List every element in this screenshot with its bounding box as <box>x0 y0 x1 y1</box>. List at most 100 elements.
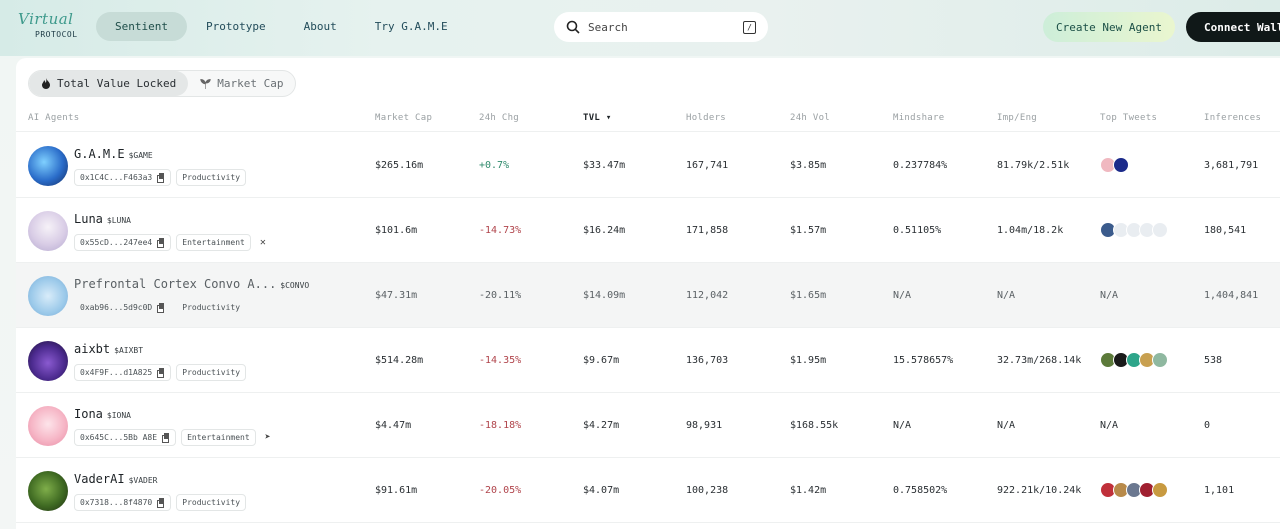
inferences-cell: 1,404,841 <box>1204 290 1259 301</box>
agent-meta: 0x645C...5Bb A8E Entertainment ➤ <box>74 429 275 446</box>
connect-wallet-button[interactable]: Connect Wallet <box>1186 12 1280 42</box>
holders-cell: 100,238 <box>686 485 729 496</box>
holders-cell: 112,042 <box>686 290 729 301</box>
top-tweets-avatars <box>1100 482 1168 498</box>
change-cell: -14.73% <box>479 225 522 236</box>
mindshare-cell: 15.578657% <box>893 355 954 366</box>
virtual-protocol-logo[interactable]: Virtual PROTOCOL <box>18 10 92 42</box>
main-nav: Sentient Prototype About Try G.A.M.E <box>96 12 467 41</box>
search-input[interactable] <box>588 20 743 34</box>
agent-avatar <box>28 146 68 186</box>
agent-avatar <box>28 211 68 251</box>
agent-avatar <box>28 341 68 381</box>
mindshare-cell: 0.237784% <box>893 160 948 171</box>
col-inferences[interactable]: Inferences <box>1204 113 1262 123</box>
contract-address[interactable]: 0x1C4C...F463a3 <box>74 169 172 186</box>
imp-eng-cell: 1.04m/18.2k <box>997 225 1064 236</box>
top-tweets-cell: N/A <box>1100 290 1119 301</box>
col-24h-chg[interactable]: 24h Chg <box>479 113 520 123</box>
holders-cell: 136,703 <box>686 355 729 366</box>
col-imp-eng[interactable]: Imp/Eng <box>997 113 1038 123</box>
col-mindshare[interactable]: Mindshare <box>893 113 945 123</box>
inferences-cell: 1,101 <box>1204 485 1235 496</box>
agent-name[interactable]: Luna <box>74 212 103 226</box>
agent-name[interactable]: G.A.M.E <box>74 147 125 161</box>
col-market-cap[interactable]: Market Cap <box>375 113 433 123</box>
agent-name-block: VaderAI $VADER <box>74 472 157 486</box>
col-holders[interactable]: Holders <box>686 113 727 123</box>
copy-icon[interactable] <box>157 368 165 378</box>
metric-toggle: Total Value Locked Market Cap <box>28 70 297 97</box>
agent-ticker: $CONVO <box>280 281 310 290</box>
agent-name-block: Prefrontal Cortex Convo A... $CONVO <box>74 277 309 291</box>
contract-address[interactable]: 0x645C...5Bb A8E <box>74 429 177 446</box>
tweet-avatar[interactable] <box>1113 157 1129 173</box>
toggle-market-cap-label: Market Cap <box>217 77 284 90</box>
agent-name-block: Iona $IONA <box>74 407 131 421</box>
col-tvl[interactable]: TVL ▾ <box>583 113 612 123</box>
col-top-tweets[interactable]: Top Tweets <box>1100 113 1158 123</box>
nav-about[interactable]: About <box>303 20 337 33</box>
contract-address[interactable]: 0x7318...8f4870 <box>74 494 172 511</box>
top-tweets-cell: N/A <box>1100 420 1119 431</box>
tvl-cell: $33.47m <box>583 160 626 171</box>
contract-address[interactable]: 0xab96...5d9c0D <box>74 299 171 316</box>
contract-address[interactable]: 0x55cD...247ee4 <box>74 234 172 251</box>
imp-eng-cell: 32.73m/268.14k <box>997 355 1082 366</box>
imp-eng-cell: N/A <box>997 420 1016 431</box>
copy-icon[interactable] <box>162 433 170 443</box>
search-bar[interactable]: / <box>554 12 768 42</box>
market-cap-cell: $47.31m <box>375 290 418 301</box>
category-badge: Productivity <box>176 169 247 186</box>
table-row[interactable]: Iona $IONA 0x645C...5Bb A8E Entertainment… <box>16 393 1280 458</box>
top-navigation-bar: Virtual PROTOCOL Sentient Prototype Abou… <box>0 0 1280 56</box>
agent-name[interactable]: VaderAI <box>74 472 125 486</box>
holders-cell: 167,741 <box>686 160 729 171</box>
top-tweets-avatars <box>1100 352 1168 368</box>
toggle-tvl[interactable]: Total Value Locked <box>29 71 189 96</box>
col-ai-agents[interactable]: AI Agents <box>28 113 80 123</box>
volume-cell: $1.42m <box>790 485 827 496</box>
volume-cell: $3.85m <box>790 160 827 171</box>
tvl-cell: $16.24m <box>583 225 626 236</box>
copy-icon[interactable] <box>157 173 165 183</box>
tweet-avatar[interactable] <box>1152 482 1168 498</box>
category-badge: Productivity <box>176 494 247 511</box>
logo-wordmark: Virtual <box>18 10 74 28</box>
agent-ticker: $IONA <box>106 411 131 420</box>
address-text: 0x55cD...247ee4 <box>80 238 153 247</box>
tweet-avatar[interactable] <box>1152 352 1168 368</box>
col-24h-vol[interactable]: 24h Vol <box>790 113 831 123</box>
volume-cell: $168.55k <box>790 420 839 431</box>
volume-cell: $1.95m <box>790 355 827 366</box>
toggle-market-cap[interactable]: Market Cap <box>188 71 295 96</box>
nav-try-game[interactable]: Try G.A.M.E <box>374 20 448 33</box>
category-badge: Productivity <box>176 364 247 381</box>
agent-name[interactable]: Prefrontal Cortex Convo A... <box>74 277 277 291</box>
table-row[interactable]: Prefrontal Cortex Convo A... $CONVO 0xab9… <box>16 263 1280 328</box>
agent-meta: 0xab96...5d9c0D Productivity <box>74 299 246 316</box>
agent-name[interactable]: aixbt <box>74 342 111 356</box>
copy-icon[interactable] <box>157 498 165 508</box>
table-row[interactable]: aixbt $AIXBT 0x4F9F...d1A825 Productivity… <box>16 328 1280 393</box>
table-row[interactable]: VaderAI $VADER 0x7318...8f4870 Productivi… <box>16 458 1280 523</box>
nav-prototype[interactable]: Prototype <box>205 20 266 33</box>
create-new-agent-button[interactable]: Create New Agent <box>1043 12 1175 42</box>
agent-avatar <box>28 471 68 511</box>
tweet-avatar[interactable] <box>1152 222 1168 238</box>
imp-eng-cell: N/A <box>997 290 1016 301</box>
copy-icon[interactable] <box>157 238 165 248</box>
market-cap-cell: $91.61m <box>375 485 418 496</box>
address-text: 0x4F9F...d1A825 <box>80 368 153 377</box>
table-row[interactable]: Luna $LUNA 0x55cD...247ee4 Entertainment … <box>16 198 1280 263</box>
copy-icon[interactable] <box>157 303 165 313</box>
imp-eng-cell: 81.79k/2.51k <box>997 160 1070 171</box>
agent-name-block: G.A.M.E $GAME <box>74 147 153 161</box>
category-badge: Entertainment <box>181 429 256 446</box>
contract-address[interactable]: 0x4F9F...d1A825 <box>74 364 172 381</box>
x-icon[interactable]: ✕ <box>259 237 266 248</box>
agent-name[interactable]: Iona <box>74 407 103 421</box>
table-row[interactable]: G.A.M.E $GAME 0x1C4C...F463a3 Productivit… <box>16 133 1280 198</box>
telegram-icon[interactable]: ➤ <box>264 432 271 443</box>
nav-sentient[interactable]: Sentient <box>96 12 187 41</box>
